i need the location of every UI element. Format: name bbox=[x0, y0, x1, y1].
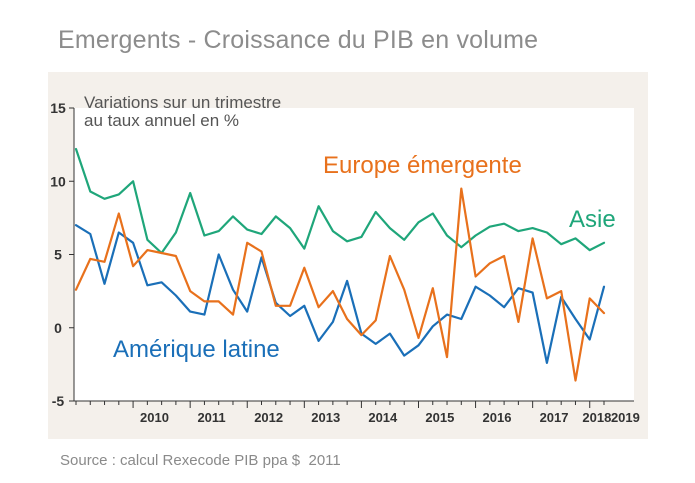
x-tick-label: 2010 bbox=[140, 410, 169, 425]
source-note: Source : calcul Rexecode PIB ppa $ 2011 bbox=[60, 452, 341, 469]
y-tick-label: 0 bbox=[54, 320, 62, 336]
page-title: Emergents - Croissance du PIB en volume bbox=[58, 26, 539, 54]
x-tick-label: 2011 bbox=[197, 410, 225, 425]
x-tick-label: 2014 bbox=[368, 410, 398, 425]
x-tick-label: 2013 bbox=[311, 410, 340, 425]
series-line-europe-emergente bbox=[74, 187, 606, 382]
series-label-asie: Asie bbox=[569, 206, 616, 233]
chart-subtitle-line-2: au taux annuel en % bbox=[84, 111, 239, 130]
y-tick-label: 5 bbox=[54, 247, 62, 263]
series-label-amerique: Amérique latine bbox=[113, 336, 280, 363]
x-tick-label: 2016 bbox=[483, 410, 512, 425]
x-tick-label: 2017 bbox=[540, 410, 569, 425]
x-tick-label: 2019 bbox=[611, 410, 640, 425]
series-line-asie bbox=[74, 147, 606, 255]
series-label-europe: Europe émergente bbox=[323, 152, 522, 179]
chart-subtitle-line-1: Variations sur un trimestre bbox=[84, 93, 281, 112]
series-line-amerique-latine bbox=[74, 224, 606, 364]
y-tick-label: 15 bbox=[50, 100, 66, 116]
y-tick-label: -5 bbox=[52, 393, 65, 409]
y-tick-label: 10 bbox=[50, 173, 66, 189]
x-tick-label: 2015 bbox=[425, 410, 454, 425]
x-tick-label: 2012 bbox=[254, 410, 283, 425]
x-tick-label: 2018 bbox=[582, 410, 611, 425]
